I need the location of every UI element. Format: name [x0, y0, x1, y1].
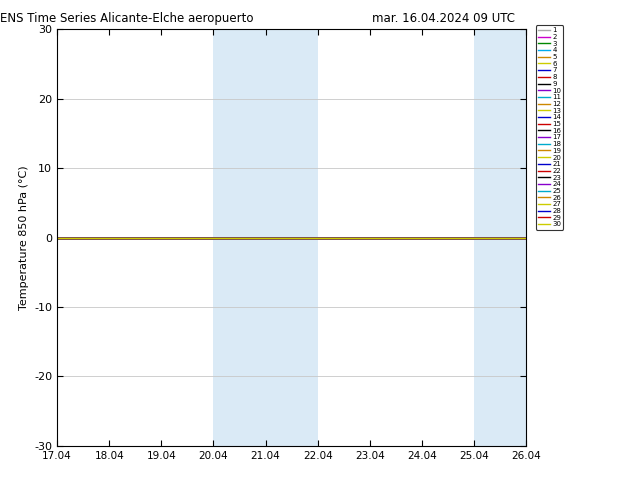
Bar — [214, 29, 318, 446]
Text: mar. 16.04.2024 09 UTC: mar. 16.04.2024 09 UTC — [372, 12, 515, 25]
Text: ENS Time Series Alicante-Elche aeropuerto: ENS Time Series Alicante-Elche aeropuert… — [0, 12, 254, 25]
Legend: 1, 2, 3, 4, 5, 6, 7, 8, 9, 10, 11, 12, 13, 14, 15, 16, 17, 18, 19, 20, 21, 22, 2: 1, 2, 3, 4, 5, 6, 7, 8, 9, 10, 11, 12, 1… — [536, 25, 564, 229]
Y-axis label: Temperature 850 hPa (°C): Temperature 850 hPa (°C) — [18, 165, 29, 310]
Bar — [474, 29, 526, 446]
